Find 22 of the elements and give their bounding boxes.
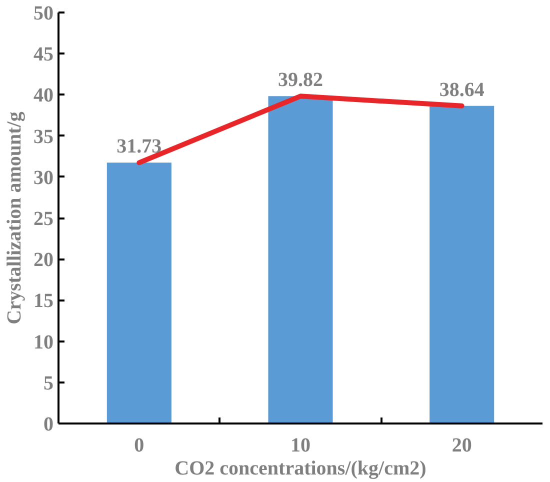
x-tick-label: 20 <box>452 434 472 456</box>
y-tick-label: 5 <box>44 372 54 394</box>
data-label: 31.73 <box>116 136 162 158</box>
y-tick-label: 40 <box>34 84 54 107</box>
y-tick-label: 45 <box>34 44 54 66</box>
bar <box>268 96 333 424</box>
x-axis-title: CO2 concentrations/(kg/cm2) <box>174 458 426 480</box>
bar <box>430 106 494 424</box>
data-label: 38.64 <box>439 78 484 101</box>
y-tick-label: 10 <box>34 331 54 354</box>
y-tick-label: 35 <box>34 126 54 148</box>
x-tick-label: 10 <box>290 434 310 456</box>
y-tick-label: 0 <box>44 414 54 436</box>
y-tick-label: 50 <box>34 2 54 24</box>
y-tick-label: 15 <box>34 290 54 312</box>
x-tick-label: 0 <box>134 434 144 456</box>
y-axis-title: Crystallization amount/g <box>4 112 26 324</box>
y-tick-label: 25 <box>34 208 54 230</box>
bar <box>106 162 172 424</box>
y-tick-label: 20 <box>34 249 54 272</box>
data-label: 39.82 <box>278 69 323 92</box>
y-tick-label: 30 <box>34 166 54 189</box>
